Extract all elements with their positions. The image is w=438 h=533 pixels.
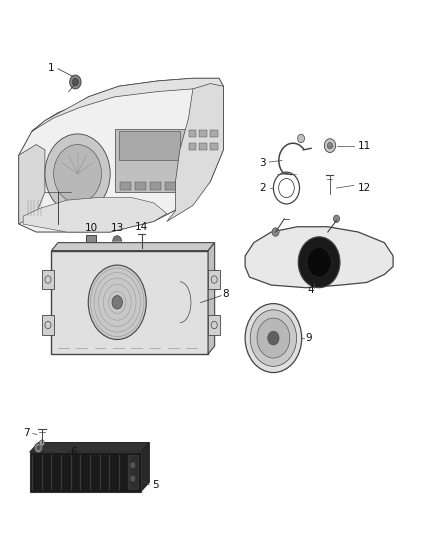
Text: 13: 13	[110, 223, 124, 233]
Text: 1: 1	[48, 63, 55, 72]
Circle shape	[298, 237, 340, 288]
Circle shape	[333, 215, 339, 222]
Bar	[188, 143, 196, 150]
Bar	[51, 251, 208, 354]
Text: 11: 11	[358, 141, 371, 151]
Bar	[210, 143, 218, 150]
Text: 10: 10	[85, 223, 98, 233]
Circle shape	[257, 318, 290, 358]
Text: 3: 3	[259, 158, 266, 168]
Bar	[210, 130, 218, 136]
Bar	[30, 452, 141, 492]
Polygon shape	[141, 442, 149, 492]
Bar	[42, 270, 54, 289]
Polygon shape	[32, 78, 223, 131]
Polygon shape	[167, 84, 223, 221]
Circle shape	[45, 134, 110, 214]
Circle shape	[138, 245, 145, 254]
Circle shape	[268, 331, 279, 345]
Circle shape	[72, 78, 78, 86]
Bar	[120, 182, 131, 190]
Ellipse shape	[88, 265, 146, 340]
Circle shape	[324, 139, 336, 152]
Circle shape	[39, 440, 45, 446]
Bar	[208, 316, 220, 335]
Bar	[127, 455, 138, 489]
Circle shape	[131, 476, 135, 481]
Polygon shape	[245, 227, 393, 288]
Polygon shape	[51, 243, 215, 251]
Circle shape	[53, 144, 102, 203]
Text: 7: 7	[23, 428, 30, 438]
Circle shape	[272, 228, 279, 236]
Bar	[199, 130, 207, 136]
Text: 8: 8	[222, 289, 229, 299]
Circle shape	[131, 463, 135, 468]
Bar	[166, 182, 177, 190]
Text: 6: 6	[70, 447, 77, 457]
Circle shape	[37, 446, 40, 450]
Circle shape	[297, 134, 304, 143]
Circle shape	[327, 142, 332, 149]
Polygon shape	[208, 243, 215, 354]
Text: 4: 4	[307, 285, 314, 295]
Circle shape	[307, 247, 331, 277]
Bar	[86, 235, 96, 247]
Text: 9: 9	[305, 333, 311, 343]
Polygon shape	[19, 78, 223, 232]
Text: 5: 5	[152, 480, 159, 490]
Bar	[115, 128, 188, 192]
Text: 2: 2	[259, 183, 266, 193]
Polygon shape	[19, 144, 45, 224]
Circle shape	[250, 310, 297, 366]
Bar	[150, 182, 161, 190]
Bar	[199, 143, 207, 150]
Circle shape	[35, 443, 42, 453]
Bar	[135, 182, 146, 190]
Bar	[119, 131, 180, 160]
Circle shape	[113, 236, 121, 246]
Circle shape	[245, 304, 302, 373]
Polygon shape	[23, 198, 167, 232]
Text: 12: 12	[358, 183, 371, 193]
Bar	[208, 270, 220, 289]
Circle shape	[70, 75, 81, 89]
Bar	[188, 130, 196, 136]
Text: 14: 14	[135, 222, 148, 232]
Polygon shape	[30, 442, 149, 452]
Bar	[42, 316, 54, 335]
Ellipse shape	[112, 296, 123, 309]
